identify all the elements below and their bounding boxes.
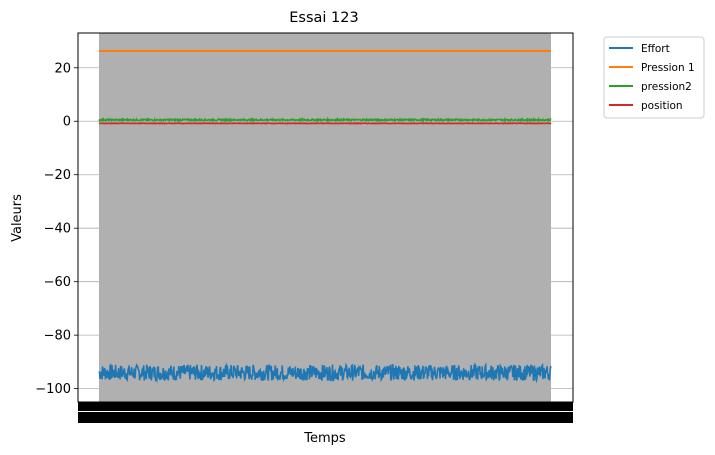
y-axis-label: Valeurs <box>10 194 25 242</box>
series-line-effort <box>98 361 552 384</box>
series-lines <box>98 49 552 384</box>
legend-item-pression-1: Pression 1 <box>609 62 695 74</box>
y-tick-label: −20 <box>44 168 71 183</box>
y-tick-label: −60 <box>44 275 71 290</box>
legend-item-pression2: pression2 <box>609 81 692 93</box>
y-tick-label: −80 <box>44 329 71 344</box>
y-tick-label: −40 <box>44 222 71 237</box>
legend: Effort Pression 1 pression2 position <box>603 36 705 119</box>
x-axis-label: Temps <box>303 431 346 446</box>
grid-lines <box>78 67 573 390</box>
shaded-region <box>99 33 551 402</box>
series-line-position <box>98 122 552 125</box>
legend-label: position <box>641 100 683 112</box>
legend-box <box>603 36 705 119</box>
series-line-pression2 <box>98 116 552 124</box>
x-tick-marks-dense <box>78 402 573 411</box>
legend-label: Effort <box>641 43 670 55</box>
x-axis <box>78 402 573 423</box>
y-tick-label: 20 <box>54 61 71 76</box>
x-tick-labels-dense <box>78 412 573 423</box>
legend-label: Pression 1 <box>641 62 695 74</box>
legend-label: pression2 <box>641 81 692 93</box>
chart-title: Essai 123 <box>289 10 358 26</box>
y-axis: 20 0 −20 −40 −60 −80 −100 <box>35 61 78 397</box>
plot-area <box>77 32 574 403</box>
y-tick-label: 0 <box>63 115 71 130</box>
legend-item-position: position <box>609 100 683 112</box>
y-tick-label: −100 <box>35 382 71 397</box>
legend-item-effort: Effort <box>609 43 670 55</box>
